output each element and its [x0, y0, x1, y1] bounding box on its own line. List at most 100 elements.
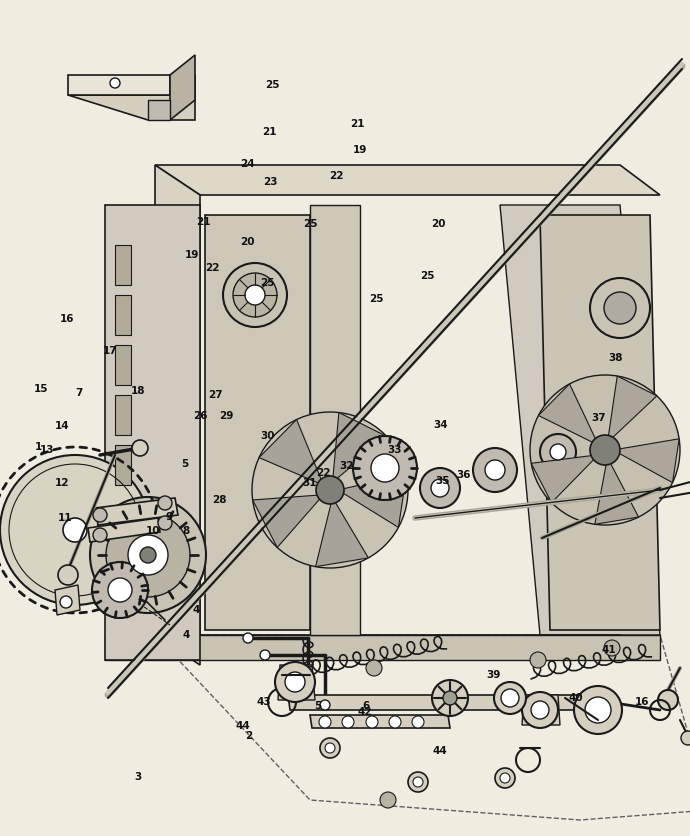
Text: 25: 25 [303, 219, 318, 229]
Polygon shape [155, 165, 660, 195]
Circle shape [432, 680, 468, 716]
Circle shape [158, 516, 172, 530]
Text: 20: 20 [239, 237, 255, 247]
Text: 25: 25 [420, 271, 435, 281]
Text: 16: 16 [59, 314, 75, 324]
Text: 23: 23 [263, 177, 278, 187]
Text: 9: 9 [166, 512, 172, 522]
Text: 25: 25 [368, 294, 384, 304]
Circle shape [485, 460, 505, 480]
Circle shape [233, 273, 277, 317]
Polygon shape [170, 55, 195, 120]
Circle shape [60, 596, 72, 608]
Text: 16: 16 [634, 697, 649, 707]
Text: 24: 24 [239, 159, 255, 169]
Text: 4: 4 [193, 605, 200, 615]
Polygon shape [540, 215, 660, 630]
Circle shape [108, 578, 132, 602]
Text: 38: 38 [608, 353, 623, 363]
Text: 5: 5 [314, 701, 321, 711]
Polygon shape [88, 518, 160, 542]
Text: 19: 19 [353, 145, 367, 155]
Text: 22: 22 [329, 171, 344, 181]
Text: 33: 33 [387, 445, 402, 455]
Circle shape [540, 434, 576, 470]
Circle shape [342, 716, 354, 728]
Circle shape [223, 263, 287, 327]
Polygon shape [155, 165, 200, 665]
Circle shape [319, 716, 331, 728]
Circle shape [140, 547, 156, 563]
Text: 2: 2 [245, 731, 252, 741]
Text: 26: 26 [193, 411, 208, 421]
Text: 40: 40 [569, 693, 584, 703]
Circle shape [380, 792, 396, 808]
Circle shape [245, 285, 265, 305]
Polygon shape [522, 695, 560, 725]
Text: 6: 6 [362, 701, 369, 711]
Polygon shape [278, 665, 315, 700]
Circle shape [531, 701, 549, 719]
Circle shape [285, 672, 305, 692]
Circle shape [128, 535, 168, 575]
Circle shape [473, 448, 517, 492]
Bar [115, 345, 131, 385]
Text: 1: 1 [34, 442, 41, 452]
Circle shape [366, 716, 378, 728]
Circle shape [434, 690, 450, 706]
Text: 20: 20 [431, 219, 446, 229]
Bar [115, 245, 131, 285]
Circle shape [371, 454, 399, 482]
Text: 42: 42 [357, 707, 372, 717]
Text: 4: 4 [183, 630, 190, 640]
Circle shape [252, 412, 408, 568]
Text: 31: 31 [302, 478, 317, 488]
Circle shape [90, 497, 206, 613]
Circle shape [590, 435, 620, 465]
Text: 39: 39 [486, 670, 500, 681]
Circle shape [495, 768, 515, 788]
Text: 17: 17 [103, 346, 118, 356]
Circle shape [320, 700, 330, 710]
Bar [115, 295, 131, 335]
Circle shape [413, 777, 423, 787]
Circle shape [604, 292, 636, 324]
Text: 41: 41 [601, 645, 616, 655]
Text: 35: 35 [435, 476, 451, 486]
Polygon shape [310, 205, 360, 635]
Text: 5: 5 [181, 459, 188, 469]
Circle shape [604, 640, 620, 656]
Polygon shape [538, 384, 598, 446]
Circle shape [106, 513, 190, 597]
Circle shape [275, 662, 315, 702]
Text: 12: 12 [55, 478, 70, 488]
Text: 15: 15 [34, 384, 49, 394]
Text: 25: 25 [260, 278, 275, 288]
Text: 37: 37 [591, 413, 607, 423]
Circle shape [412, 716, 424, 728]
Circle shape [501, 689, 519, 707]
Circle shape [93, 528, 107, 542]
Circle shape [93, 508, 107, 522]
Text: 21: 21 [196, 217, 211, 227]
Text: 34: 34 [433, 420, 448, 430]
Circle shape [92, 562, 148, 618]
Text: 7: 7 [76, 388, 83, 398]
Circle shape [58, 565, 78, 585]
Polygon shape [288, 695, 610, 710]
Polygon shape [315, 497, 368, 567]
Polygon shape [55, 585, 80, 615]
Polygon shape [607, 376, 657, 442]
Circle shape [550, 444, 566, 460]
Text: 43: 43 [256, 697, 271, 707]
Circle shape [681, 731, 690, 745]
Circle shape [431, 479, 449, 497]
Polygon shape [95, 498, 178, 525]
Circle shape [408, 772, 428, 792]
Circle shape [522, 692, 558, 728]
Circle shape [658, 690, 678, 710]
Bar [115, 395, 131, 435]
Polygon shape [333, 412, 386, 482]
Polygon shape [105, 205, 200, 660]
Polygon shape [253, 495, 324, 548]
